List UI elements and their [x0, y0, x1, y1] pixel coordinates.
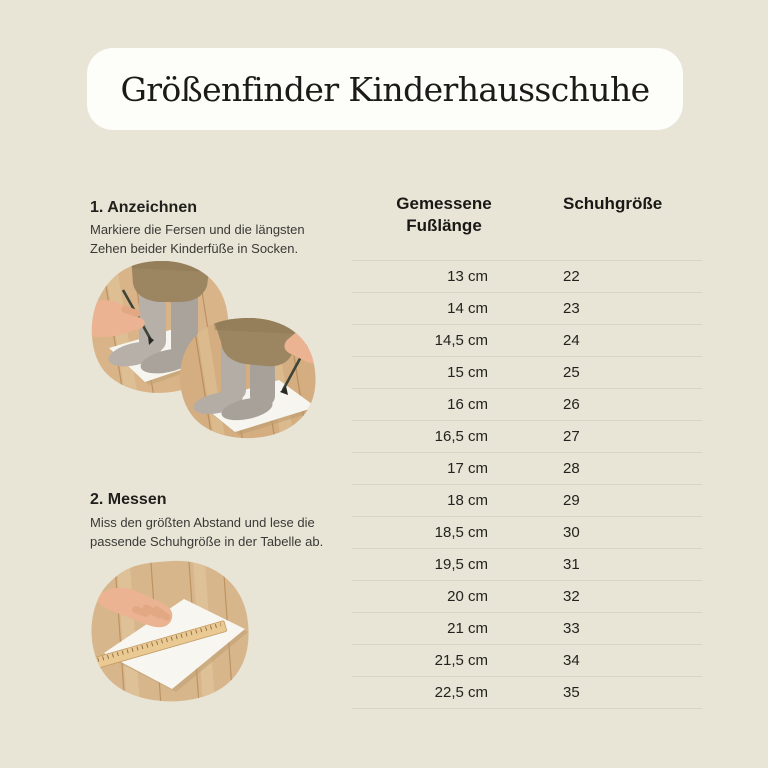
- page-title: Größenfinder Kinderhausschuhe: [120, 69, 650, 109]
- column-header-foot-length: Gemessene Fußlänge: [396, 194, 492, 235]
- shoe-size-cell: 29: [563, 492, 580, 509]
- table-row: 15 cm 25: [352, 356, 702, 388]
- table-row: 18 cm 29: [352, 484, 702, 516]
- shoe-size-cell: 34: [563, 652, 580, 669]
- marking-hand: [91, 300, 145, 338]
- shoe-size-cell: 22: [563, 268, 580, 285]
- shoe-size-cell: 27: [563, 428, 580, 445]
- size-table-header: Gemessene Fußlänge Schuhgröße: [352, 190, 702, 260]
- size-table: Gemessene Fußlänge Schuhgröße 13 cm 22 14 …: [352, 190, 702, 709]
- step2-heading: 2. Messen: [90, 491, 167, 508]
- foot-length-cell: 22,5 cm: [434, 684, 488, 701]
- table-row: 14 cm 23: [352, 292, 702, 324]
- table-row: 14,5 cm 24: [352, 324, 702, 356]
- shoe-size-cell: 30: [563, 524, 580, 541]
- foot-length-cell: 16,5 cm: [434, 428, 488, 445]
- step1-heading: 1. Anzeichnen: [90, 199, 197, 216]
- child-feet: [108, 282, 198, 374]
- step1-photo: [91, 260, 316, 439]
- foot-length-cell: 19,5 cm: [434, 556, 488, 573]
- shoe-size-cell: 35: [563, 684, 580, 701]
- shoe-size-cell: 26: [563, 396, 580, 413]
- shoe-size-cell: 28: [563, 460, 580, 477]
- size-table-body: 13 cm 22 14 cm 23 14,5 cm 24 15 cm 25 16 cm 26 16,…: [352, 260, 702, 709]
- shoe-size-cell: 24: [563, 332, 580, 349]
- shoe-size-cell: 31: [563, 556, 580, 573]
- table-row: 16 cm 26: [352, 388, 702, 420]
- shoe-size-cell: 32: [563, 588, 580, 605]
- foot-length-cell: 16 cm: [447, 396, 488, 413]
- table-row: 19,5 cm 31: [352, 548, 702, 580]
- foot-length-cell: 14 cm: [447, 300, 488, 317]
- table-row: 18,5 cm 30: [352, 516, 702, 548]
- table-row: 21,5 cm 34: [352, 644, 702, 676]
- foot-length-cell: 15 cm: [447, 364, 488, 381]
- step2-photo: [91, 560, 249, 702]
- foot-length-cell: 21 cm: [447, 620, 488, 637]
- shoe-size-cell: 23: [563, 300, 580, 317]
- table-row: 16,5 cm 27: [352, 420, 702, 452]
- title-card: Größenfinder Kinderhausschuhe: [87, 48, 683, 130]
- step2-description: Miss den größten Abstand und lese die pa…: [90, 515, 324, 549]
- foot-length-cell: 14,5 cm: [434, 332, 488, 349]
- table-row: 13 cm 22: [352, 260, 702, 292]
- foot-length-cell: 13 cm: [447, 268, 488, 285]
- shoe-size-cell: 25: [563, 364, 580, 381]
- step1-photo-right-blob: [180, 317, 316, 439]
- table-row: 20 cm 32: [352, 580, 702, 612]
- table-row: 22,5 cm 35: [352, 676, 702, 708]
- table-row: 21 cm 33: [352, 612, 702, 644]
- foot-length-cell: 18,5 cm: [434, 524, 488, 541]
- column-header-shoe-size: Schuhgröße: [563, 194, 663, 213]
- fingers: [132, 604, 171, 621]
- step1-description: Markiere die Fersen und die längsten Zeh…: [90, 222, 305, 256]
- foot-length-cell: 21,5 cm: [434, 652, 488, 669]
- table-row: 17 cm 28: [352, 452, 702, 484]
- shoe-size-cell: 33: [563, 620, 580, 637]
- foot-length-cell: 17 cm: [447, 460, 488, 477]
- foot-length-cell: 20 cm: [447, 588, 488, 605]
- foot-length-cell: 18 cm: [447, 492, 488, 509]
